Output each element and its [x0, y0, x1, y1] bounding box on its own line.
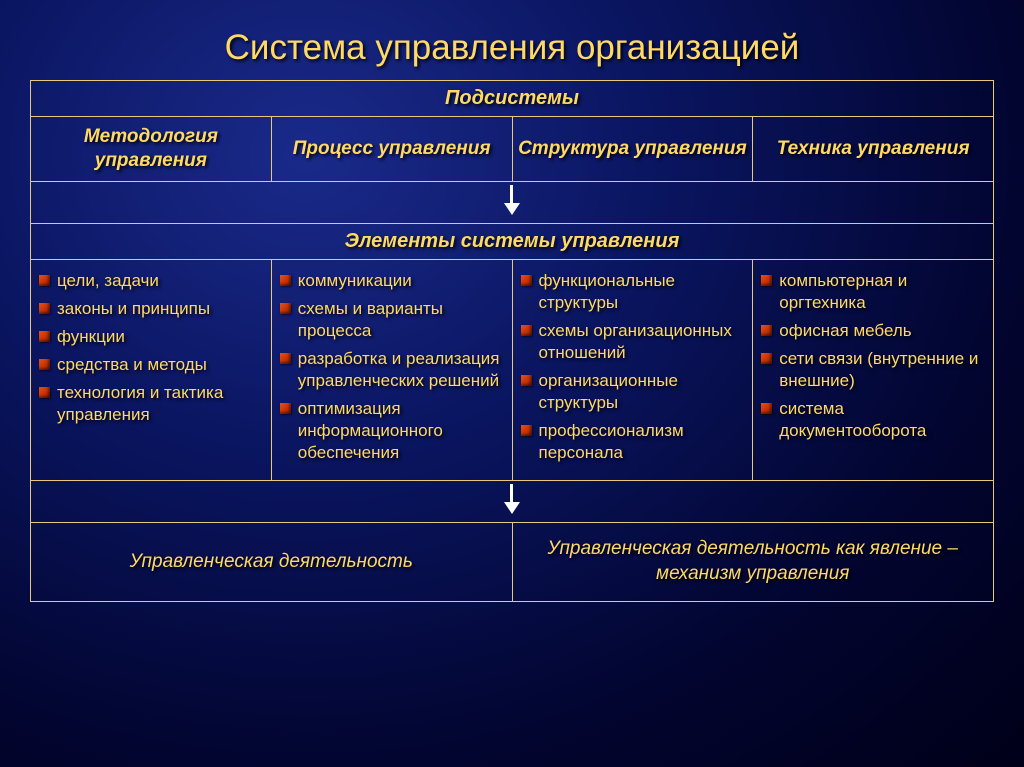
arrow-down-icon	[502, 484, 522, 514]
elements-header-row: Элементы системы управления	[31, 223, 994, 259]
footer-mechanism: Управленческая деятельность как явление …	[512, 523, 994, 601]
elements-header: Элементы системы управления	[31, 223, 994, 259]
list-item: законы и принципы	[39, 298, 263, 320]
list-methodology: цели, задачи законы и принципы функции с…	[39, 270, 263, 427]
list-item: функции	[39, 326, 263, 348]
col-technique: компьютерная и оргтехника офисная мебель…	[753, 259, 994, 481]
list-item: функциональные структуры	[521, 270, 745, 314]
subsystem-process: Процесс управления	[271, 117, 512, 182]
list-item: разработка и реализация управленческих р…	[280, 348, 504, 392]
footer-row: Управленческая деятельность Управленческ…	[31, 523, 994, 601]
list-item: организационные структуры	[521, 370, 745, 414]
arrow-down-icon	[502, 185, 522, 215]
list-item: схемы организационных отношений	[521, 320, 745, 364]
list-technique: компьютерная и оргтехника офисная мебель…	[761, 270, 985, 443]
list-process: коммуникации схемы и варианты процесса р…	[280, 270, 504, 465]
col-structure: функциональные структуры схемы организац…	[512, 259, 753, 481]
list-item: технология и тактика управления	[39, 382, 263, 426]
subsystem-technique: Техника управления	[753, 117, 994, 182]
arrow-row-2	[31, 481, 994, 523]
col-process: коммуникации схемы и варианты процесса р…	[271, 259, 512, 481]
col-methodology: цели, задачи законы и принципы функции с…	[31, 259, 272, 481]
slide-title: Система управления организацией	[30, 28, 994, 68]
list-item: компьютерная и оргтехника	[761, 270, 985, 314]
list-structure: функциональные структуры схемы организац…	[521, 270, 745, 465]
list-item: профессионализм персонала	[521, 420, 745, 464]
list-item: средства и методы	[39, 354, 263, 376]
subsystems-row: Методология управления Процесс управлени…	[31, 117, 994, 182]
footer-activity: Управленческая деятельность	[31, 523, 513, 601]
list-item: схемы и варианты процесса	[280, 298, 504, 342]
slide-container: Система управления организацией Подсисте…	[0, 0, 1024, 622]
subsystems-header: Подсистемы	[31, 81, 994, 117]
list-item: система документооборота	[761, 398, 985, 442]
elements-content-row: цели, задачи законы и принципы функции с…	[31, 259, 994, 481]
list-item: коммуникации	[280, 270, 504, 292]
diagram-table: Подсистемы Методология управления Процес…	[30, 80, 994, 602]
subsystem-methodology: Методология управления	[31, 117, 272, 182]
list-item: сети связи (внутренние и внешние)	[761, 348, 985, 392]
subsystem-structure: Структура управления	[512, 117, 753, 182]
list-item: оптимизация информационного обеспечения	[280, 398, 504, 464]
list-item: офисная мебель	[761, 320, 985, 342]
list-item: цели, задачи	[39, 270, 263, 292]
arrow-row-1	[31, 181, 994, 223]
subsystems-header-row: Подсистемы	[31, 81, 994, 117]
